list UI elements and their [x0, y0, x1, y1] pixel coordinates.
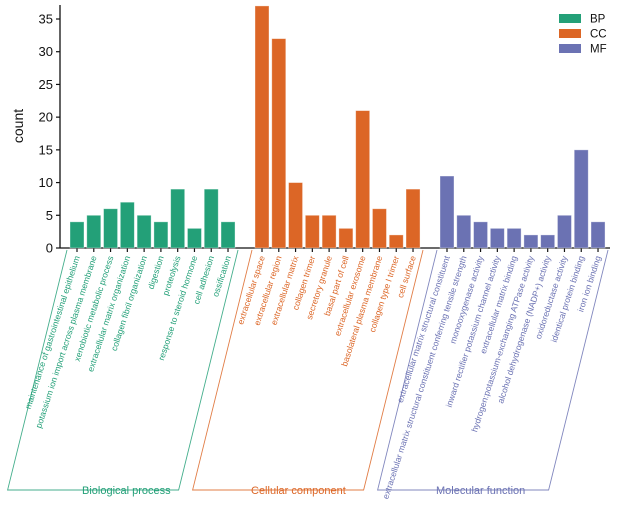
bar-cc-5: [338, 227, 354, 249]
legend-swatch-mf: [559, 44, 581, 53]
bar-cc-4: [321, 214, 337, 249]
bar-bp-1: [86, 214, 102, 249]
axes: 0 5 10 15 20 25 30 35: [39, 5, 610, 256]
bar-mf-7: [557, 214, 572, 249]
category-labels: maintenance of gastrointestinal epitheli…: [23, 254, 603, 500]
group-label-bp: Biological process: [82, 485, 171, 497]
y-tick-label: 20: [39, 110, 53, 125]
legend-label-mf: MF: [590, 44, 607, 56]
legend: BP CC MF: [559, 14, 607, 56]
y-tick-label: 10: [39, 175, 53, 190]
bar-bp-5: [153, 221, 169, 249]
bar-mf-4: [506, 227, 522, 249]
y-tick-label: 30: [39, 44, 53, 59]
bar-bp-9: [220, 221, 236, 249]
bar-cc-3: [304, 214, 320, 249]
bar-bp-0: [69, 221, 85, 249]
bar-cc-0: [254, 5, 270, 249]
bar-mf-0: [439, 175, 455, 249]
bar-mf-3: [489, 227, 505, 249]
y-tick-label: 0: [46, 241, 53, 256]
bar-bp-7: [187, 227, 202, 249]
y-tick-label: 5: [46, 208, 53, 223]
bar-cc-2: [288, 182, 303, 249]
bar-mf-8: [573, 149, 589, 249]
legend-swatch-bp: [559, 14, 581, 23]
group-brackets: Biological process Cellular component Mole…: [7, 249, 609, 497]
legend-swatch-cc: [559, 29, 581, 38]
bar-cc-7: [372, 208, 387, 249]
group-label-mf: Molecular function: [436, 485, 525, 497]
group-label-cc: Cellular component: [251, 485, 346, 497]
bar-bp-4: [136, 214, 152, 249]
bar-mf-5: [523, 234, 539, 249]
bar-cc-1: [271, 38, 287, 249]
bar-cc-6: [355, 110, 371, 249]
bar-mf-9: [590, 221, 606, 249]
bracket-mf: [377, 249, 609, 491]
y-axis-title: count: [10, 109, 26, 143]
y-tick-label: 15: [39, 142, 53, 157]
bar-bp-2: [103, 208, 118, 249]
legend-label-bp: BP: [590, 14, 606, 26]
bar-mf-6: [540, 234, 556, 249]
y-tick-label: 25: [39, 77, 53, 92]
bar-bp-8: [203, 188, 219, 249]
bracket-bp: [7, 249, 239, 491]
bar-mf-1: [456, 214, 472, 249]
bar-bp-3: [119, 201, 135, 249]
bar-cc-9: [405, 188, 421, 249]
bracket-cc: [192, 249, 424, 491]
bar-cc-8: [388, 234, 404, 249]
legend-label-cc: CC: [590, 29, 607, 41]
bar-bp-6: [170, 188, 186, 249]
bar-mf-2: [473, 221, 488, 249]
y-tick-label: 35: [39, 12, 53, 27]
bars: [69, 5, 606, 249]
